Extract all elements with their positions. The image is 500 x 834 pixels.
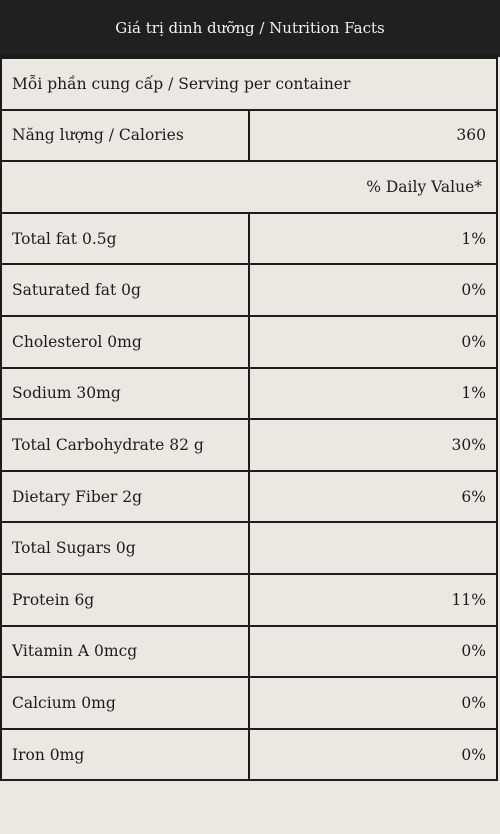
nutrient-label: Total Carbohydrate 82 g	[0, 418, 250, 472]
table-row: Cholesterol 0mg 0%	[0, 314, 498, 369]
nutrient-label: Total Sugars 0g	[0, 521, 250, 575]
calories-value: 360	[248, 108, 498, 163]
nutrient-daily-value: 0%	[248, 624, 498, 679]
serving-row: Mỗi phần cung cấp / Serving per containe…	[0, 57, 498, 111]
nutrient-daily-value: 0%	[248, 727, 498, 782]
nutrient-label: Sodium 30mg	[0, 366, 250, 421]
table-row: Dietary Fiber 2g 6%	[0, 469, 498, 524]
table-row: Total Carbohydrate 82 g 30%	[0, 418, 498, 472]
daily-value-heading-row: % Daily Value*	[0, 160, 498, 214]
nutrient-daily-value: 6%	[248, 469, 498, 524]
calories-row: Năng lượng / Calories 360	[0, 108, 498, 163]
nutrition-facts-title: Giá trị dinh dưỡng / Nutrition Facts	[0, 0, 500, 57]
nutrient-label: Protein 6g	[0, 572, 250, 627]
table-row: Vitamin A 0mcg 0%	[0, 624, 498, 679]
nutrient-label: Vitamin A 0mcg	[0, 624, 250, 679]
nutrient-label: Iron 0mg	[0, 727, 250, 782]
nutrient-daily-value: 0%	[248, 676, 498, 730]
nutrition-table: Mỗi phần cung cấp / Serving per containe…	[0, 57, 498, 782]
daily-value-heading: % Daily Value*	[0, 160, 498, 214]
nutrient-daily-value	[248, 521, 498, 575]
nutrient-daily-value: 11%	[248, 572, 498, 627]
table-row: Protein 6g 11%	[0, 572, 498, 627]
nutrient-daily-value: 0%	[248, 314, 498, 369]
nutrient-daily-value: 30%	[248, 418, 498, 472]
nutrient-label: Calcium 0mg	[0, 676, 250, 730]
nutrient-label: Dietary Fiber 2g	[0, 469, 250, 524]
table-row: Total Sugars 0g	[0, 521, 498, 575]
nutrient-daily-value: 1%	[248, 211, 498, 266]
calories-label: Năng lượng / Calories	[0, 108, 250, 163]
table-row: Calcium 0mg 0%	[0, 676, 498, 730]
nutrient-label: Saturated fat 0g	[0, 263, 250, 317]
table-row: Iron 0mg 0%	[0, 727, 498, 782]
nutrient-label: Cholesterol 0mg	[0, 314, 250, 369]
nutrient-daily-value: 0%	[248, 263, 498, 317]
table-row: Sodium 30mg 1%	[0, 366, 498, 421]
table-row: Saturated fat 0g 0%	[0, 263, 498, 317]
nutrient-daily-value: 1%	[248, 366, 498, 421]
serving-label: Mỗi phần cung cấp / Serving per containe…	[0, 57, 498, 111]
table-row: Total fat 0.5g 1%	[0, 211, 498, 266]
nutrient-label: Total fat 0.5g	[0, 211, 250, 266]
